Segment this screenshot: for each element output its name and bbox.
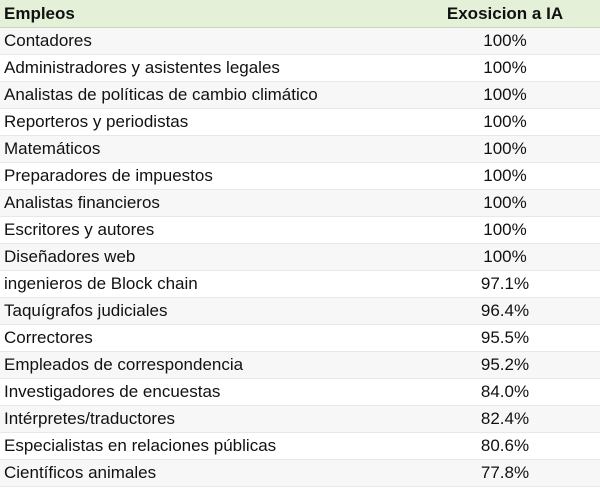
table-row: Científicos animales 77.8% — [0, 459, 600, 487]
table-row: Matemáticos 100% — [0, 135, 600, 163]
job-cell: Empleados de correspondencia — [0, 351, 410, 379]
exposure-cell: 100% — [410, 216, 600, 244]
job-cell: Matemáticos — [0, 135, 410, 163]
header-row: Empleos Exosicion a IA — [0, 0, 600, 28]
job-cell: Escritores y autores — [0, 216, 410, 244]
job-cell: Reporteros y periodistas — [0, 108, 410, 136]
exposure-cell: 77.8% — [410, 459, 600, 487]
table-row: ingenieros de Block chain 97.1% — [0, 270, 600, 298]
header-exposure: Exosicion a IA — [410, 0, 600, 28]
table-row: Correctores 95.5% — [0, 324, 600, 352]
table-row: Administradores y asistentes legales 100% — [0, 54, 600, 82]
exposure-cell: 100% — [410, 189, 600, 217]
table-row: Reporteros y periodistas 100% — [0, 108, 600, 136]
table-row: Preparadores de impuestos 100% — [0, 162, 600, 190]
job-cell: Investigadores de encuestas — [0, 378, 410, 406]
table-header: Empleos Exosicion a IA — [0, 0, 600, 28]
job-cell: Contadores — [0, 27, 410, 55]
job-cell: Científicos animales — [0, 459, 410, 487]
job-cell: Preparadores de impuestos — [0, 162, 410, 190]
job-cell: Taquígrafos judiciales — [0, 297, 410, 325]
table-row: Analistas financieros 100% — [0, 189, 600, 217]
table-row: Taquígrafos judiciales 96.4% — [0, 297, 600, 325]
job-cell: ingenieros de Block chain — [0, 270, 410, 298]
table-row: Analistas de políticas de cambio climáti… — [0, 81, 600, 109]
exposure-cell: 100% — [410, 162, 600, 190]
table-row: Contadores 100% — [0, 27, 600, 55]
exposure-cell: 100% — [410, 243, 600, 271]
job-cell: Analistas de políticas de cambio climáti… — [0, 81, 410, 109]
exposure-cell: 95.5% — [410, 324, 600, 352]
exposure-cell: 97.1% — [410, 270, 600, 298]
job-cell: Analistas financieros — [0, 189, 410, 217]
exposure-cell: 95.2% — [410, 351, 600, 379]
table-row: Intérpretes/traductores 82.4% — [0, 405, 600, 433]
table-row: Diseñadores web 100% — [0, 243, 600, 271]
table-row: Escritores y autores 100% — [0, 216, 600, 244]
exposure-cell: 100% — [410, 27, 600, 55]
job-cell: Correctores — [0, 324, 410, 352]
exposure-cell: 100% — [410, 135, 600, 163]
table-row: Especialistas en relaciones públicas 80.6… — [0, 432, 600, 460]
table-row: Investigadores de encuestas 84.0% — [0, 378, 600, 406]
job-cell: Especialistas en relaciones públicas — [0, 432, 410, 460]
exposure-cell: 100% — [410, 54, 600, 82]
header-job: Empleos — [0, 0, 410, 28]
table-body: Contadores 100% Administradores y asistent… — [0, 27, 600, 487]
job-cell: Administradores y asistentes legales — [0, 54, 410, 82]
exposure-cell: 100% — [410, 108, 600, 136]
exposure-cell: 82.4% — [410, 405, 600, 433]
exposure-cell: 96.4% — [410, 297, 600, 325]
exposure-cell: 84.0% — [410, 378, 600, 406]
table-row: Empleados de correspondencia 95.2% — [0, 351, 600, 379]
exposure-cell: 100% — [410, 81, 600, 109]
job-cell: Diseñadores web — [0, 243, 410, 271]
exposure-cell: 80.6% — [410, 432, 600, 460]
job-cell: Intérpretes/traductores — [0, 405, 410, 433]
